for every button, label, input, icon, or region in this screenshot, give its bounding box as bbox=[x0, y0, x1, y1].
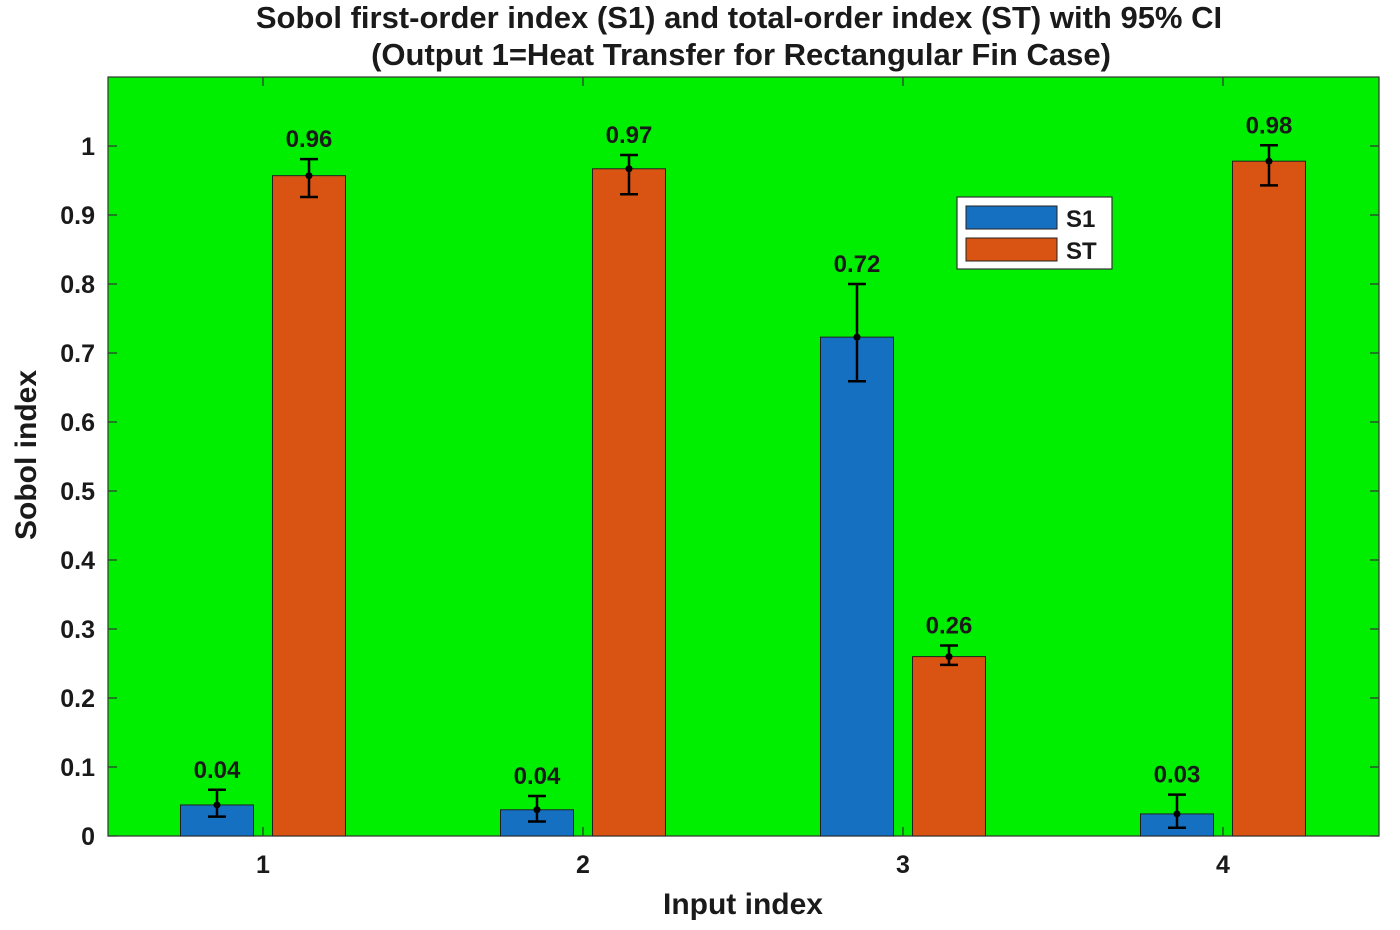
legend: S1 ST bbox=[956, 196, 1113, 270]
mean-point bbox=[533, 806, 541, 814]
x-axis-ticks: 1 2 3 4 bbox=[256, 77, 1230, 879]
chart-title-line1: Sobol first-order index (S1) and total-o… bbox=[256, 0, 1222, 35]
data-label: 0.03 bbox=[1154, 762, 1201, 789]
y-tick-label: 0.4 bbox=[60, 547, 95, 575]
legend-label-s1: S1 bbox=[1066, 206, 1095, 233]
legend-label-st: ST bbox=[1066, 238, 1097, 265]
bar-s1-3 bbox=[820, 336, 894, 837]
y-tick-label: 0 bbox=[81, 823, 95, 851]
y-tick-label: 0.9 bbox=[60, 202, 95, 230]
mean-point bbox=[213, 801, 221, 809]
data-label: 0.72 bbox=[834, 251, 881, 278]
y-axis-label: Sobol index bbox=[10, 370, 43, 540]
legend-swatch-st bbox=[965, 237, 1058, 262]
x-tick-label: 1 bbox=[256, 851, 270, 879]
x-tick-label: 3 bbox=[896, 851, 910, 879]
bars-group bbox=[180, 160, 1306, 837]
bar-st-3 bbox=[912, 656, 986, 837]
error-bars-group bbox=[208, 144, 1278, 829]
mean-point bbox=[1173, 810, 1181, 818]
y-tick-label: 0.5 bbox=[60, 478, 95, 506]
y-axis-ticks: 0 0.1 0.2 0.3 0.4 0.5 0.6 0.7 0.8 0.9 1 bbox=[60, 133, 1379, 851]
data-label: 0.04 bbox=[194, 757, 241, 784]
data-label: 0.96 bbox=[286, 126, 333, 153]
chart-title-line2: (Output 1=Heat Transfer for Rectangular … bbox=[371, 37, 1111, 72]
data-label: 0.04 bbox=[514, 763, 561, 790]
bar-st-4 bbox=[1232, 160, 1306, 837]
x-axis-label: Input index bbox=[663, 888, 823, 921]
legend-swatch-s1 bbox=[965, 205, 1058, 230]
mean-point bbox=[945, 653, 953, 661]
x-tick-label: 4 bbox=[1216, 851, 1230, 879]
mean-point bbox=[305, 172, 313, 180]
bar-st-2 bbox=[592, 168, 666, 837]
data-label: 0.26 bbox=[926, 613, 973, 640]
y-tick-label: 0.1 bbox=[60, 754, 95, 782]
bar-st-1 bbox=[272, 175, 346, 837]
y-tick-label: 0.8 bbox=[60, 271, 95, 299]
data-label: 0.97 bbox=[606, 122, 653, 149]
x-tick-label: 2 bbox=[576, 851, 590, 879]
y-tick-label: 0.3 bbox=[60, 616, 95, 644]
mean-point bbox=[625, 165, 633, 173]
data-labels-group: 0.04 0.04 0.72 0.03 0.96 0.97 0.26 0.98 bbox=[194, 112, 1293, 790]
y-tick-label: 0.6 bbox=[60, 409, 95, 437]
y-tick-label: 0.7 bbox=[60, 340, 95, 368]
y-tick-label: 0.2 bbox=[60, 685, 95, 713]
y-tick-label: 1 bbox=[81, 133, 95, 161]
mean-point bbox=[853, 333, 861, 341]
data-label: 0.98 bbox=[1246, 112, 1293, 139]
mean-point bbox=[1265, 157, 1273, 165]
